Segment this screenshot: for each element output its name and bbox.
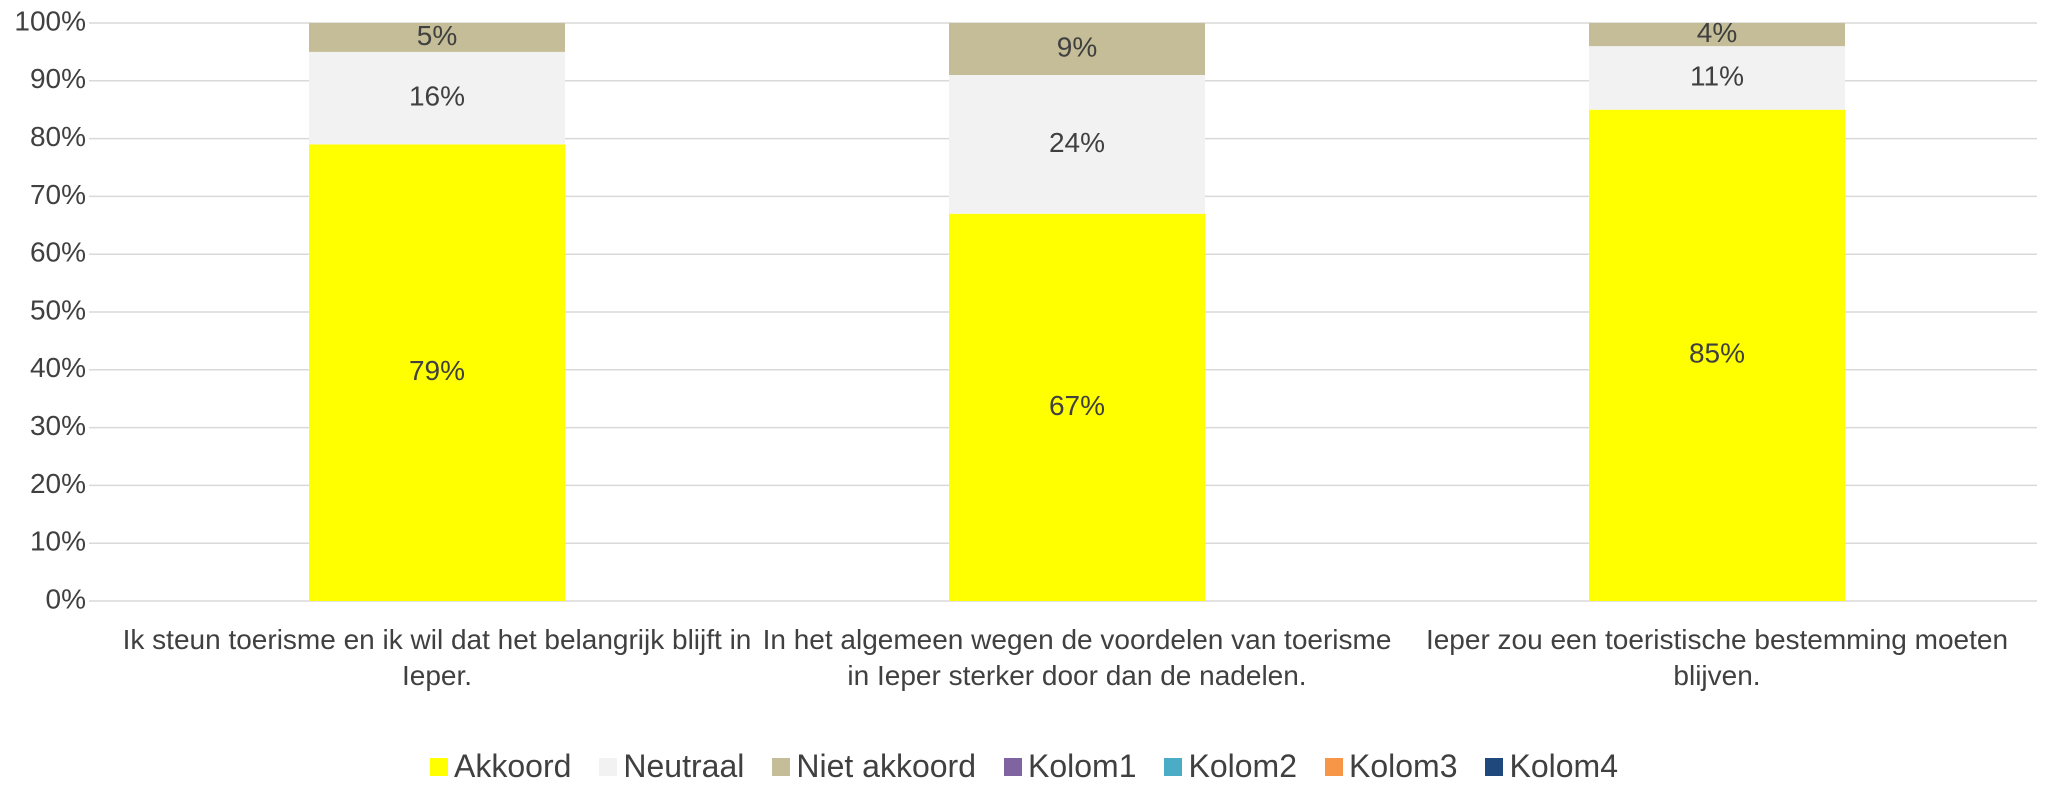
legend-swatch: [1485, 757, 1504, 776]
data-label: 11%: [1690, 60, 1744, 91]
legend-item: Kolom1: [1003, 748, 1137, 785]
legend-label: Neutraal: [623, 748, 745, 784]
legend-item: Kolom4: [1485, 748, 1618, 785]
legend-item: Kolom3: [1324, 748, 1458, 785]
bar-segment: [1589, 23, 1845, 47]
legend-label: Niet akkoord: [796, 748, 976, 784]
data-label: 9%: [1057, 31, 1097, 62]
y-tick-label: 60%: [30, 237, 86, 268]
legend-label: Kolom2: [1188, 748, 1297, 784]
y-tick-label: 20%: [30, 468, 86, 499]
data-label: 85%: [1689, 338, 1745, 369]
data-label: 79%: [409, 355, 465, 386]
bar-segment: [949, 23, 1205, 76]
y-tick-label: 70%: [30, 179, 86, 210]
y-tick-label: 0%: [46, 583, 86, 614]
bar-segment: [309, 51, 565, 145]
y-tick-label: 10%: [30, 526, 86, 557]
bar-segment: [949, 75, 1205, 214]
legend-swatch: [430, 757, 448, 776]
x-tick-label: Ieper zou een toeristische bestemming mo…: [1425, 624, 2009, 691]
legend-label: Akkoord: [454, 748, 572, 784]
data-label: 4%: [1697, 17, 1737, 48]
y-tick-label: 40%: [30, 352, 86, 383]
legend-label: Kolom3: [1348, 748, 1458, 784]
x-tick-label: In het algemeen wegen de voordelen van t…: [762, 624, 1392, 691]
y-tick-label: 100%: [14, 5, 86, 36]
data-label: 5%: [417, 20, 457, 51]
chart: 0% 10% 20% 30% 40% 50% 60% 70% 80% 90% 100% 79% 16% 5…: [14, 5, 2037, 614]
legend-swatch: [599, 757, 618, 776]
legend-item: Akkoord: [430, 748, 571, 785]
bar-segment: [309, 144, 565, 601]
bar-segment: [949, 213, 1205, 602]
y-tick-label: 90%: [30, 63, 86, 94]
legend-label: Kolom4: [1509, 748, 1618, 784]
bar-segment: [1589, 109, 1845, 601]
bar-segment: [309, 23, 565, 52]
legend: Akkoord Neutraal Niet akkoord Kolom1 Kolom2 K…: [0, 748, 2048, 785]
y-tick-label: 30%: [30, 410, 86, 441]
y-tick-label: 50%: [30, 294, 86, 325]
data-label: 24%: [1049, 127, 1105, 158]
legend-item: Kolom2: [1164, 748, 1297, 785]
legend-swatch: [1164, 757, 1183, 776]
data-label: 16%: [409, 81, 465, 112]
legend-swatch: [1003, 757, 1022, 776]
legend-item: Neutraal: [599, 748, 744, 785]
data-label: 67%: [1049, 390, 1105, 421]
y-tick-label: 80%: [30, 121, 86, 152]
legend-item: Niet akkoord: [772, 748, 976, 785]
legend-swatch: [1324, 757, 1343, 776]
legend-label: Kolom1: [1027, 748, 1137, 784]
legend-swatch: [772, 757, 791, 776]
bar-segment: [1589, 46, 1845, 110]
x-tick-label: Ik steun toerisme en ik wil dat het bela…: [122, 624, 752, 691]
